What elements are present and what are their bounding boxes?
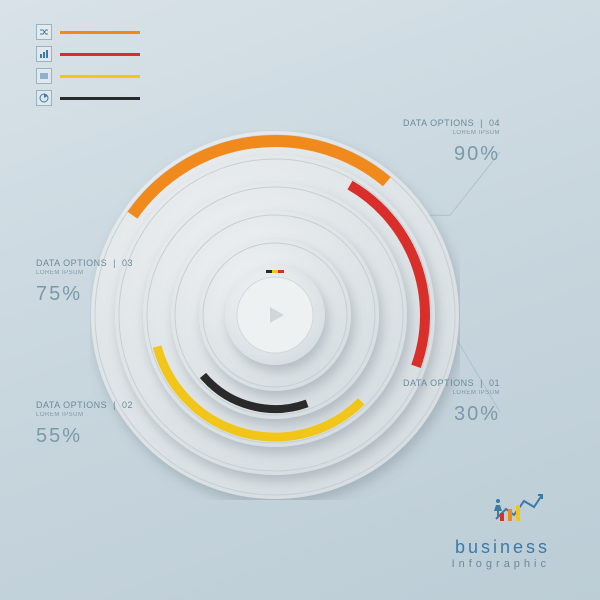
legend-row [36,68,140,84]
legend-bar [60,75,140,78]
legend-bar [60,97,140,100]
callout-sub: LOREM IPSUM [36,412,133,420]
callout-title: DATA OPTIONS | 04 [380,118,500,130]
legend-row [36,46,140,62]
shuffle-icon [36,24,52,40]
pie-icon [36,90,52,106]
callout-pct: 90% [380,141,500,167]
legend-bar [60,53,140,56]
footer-subtitle: Infographic [452,558,550,570]
callout-title: DATA OPTIONS | 02 [36,400,133,412]
callout-03: DATA OPTIONS | 03LOREM IPSUM 75% [36,258,133,307]
legend-row [36,24,140,40]
legend-row [36,90,140,106]
legend [36,24,140,106]
infographic-stage: DATA OPTIONS | 04LOREM IPSUM90%DATA OPTI… [0,0,600,600]
callout-title: DATA OPTIONS | 01 [380,378,500,390]
callout-pct: 75% [36,281,133,307]
callout-sub: LOREM IPSUM [380,130,500,138]
radial-chart [90,130,460,500]
play-button[interactable] [225,265,325,365]
footer-main: business [452,537,550,558]
callout-pct: 30% [380,401,500,427]
bars-icon [36,46,52,62]
callout-02: DATA OPTIONS | 02LOREM IPSUM 55% [36,400,133,449]
callout-sub: LOREM IPSUM [380,390,500,398]
callout-sub: LOREM IPSUM [36,270,133,278]
legend-bar [60,31,140,34]
growth-chart-icon [494,491,544,528]
lines-icon [36,68,52,84]
callout-pct: 55% [36,423,133,449]
footer-title: business Infographic [452,537,550,570]
callout-04: DATA OPTIONS | 04LOREM IPSUM 90% [380,118,500,167]
callout-01: DATA OPTIONS | 01LOREM IPSUM 30% [380,378,500,427]
callout-title: DATA OPTIONS | 03 [36,258,133,270]
